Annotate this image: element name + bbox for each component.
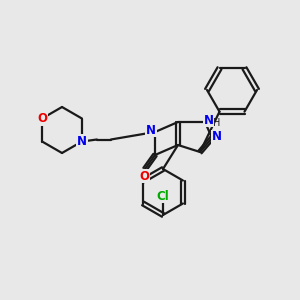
Text: O: O	[37, 112, 47, 125]
Text: N: N	[204, 113, 214, 127]
Text: N: N	[77, 135, 87, 148]
Text: N: N	[212, 130, 222, 143]
Text: N: N	[146, 124, 156, 136]
Text: O: O	[139, 169, 149, 182]
Text: Cl: Cl	[157, 190, 169, 202]
Text: H: H	[213, 118, 221, 128]
